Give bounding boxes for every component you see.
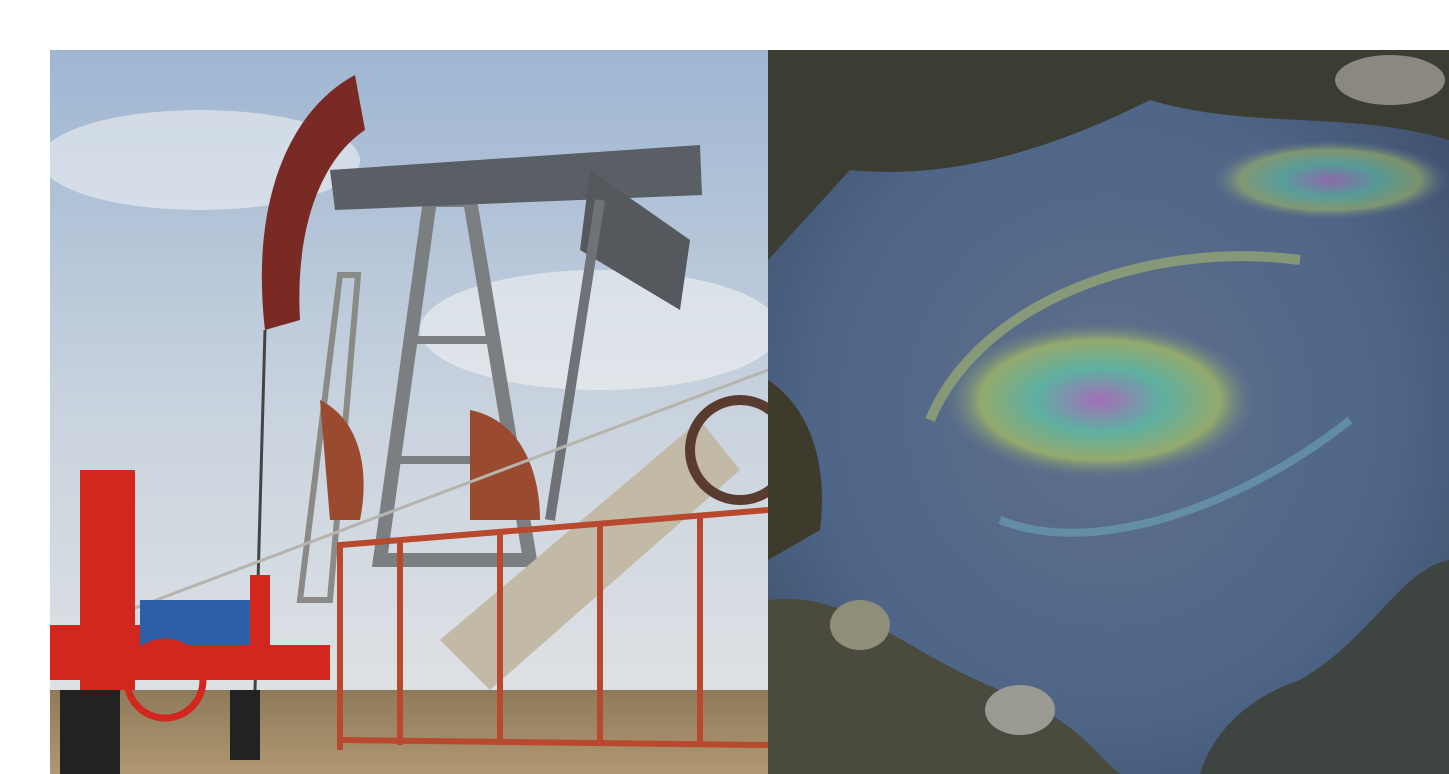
pumpjack-photo [50,50,768,774]
oil-spill-photo [768,50,1449,774]
